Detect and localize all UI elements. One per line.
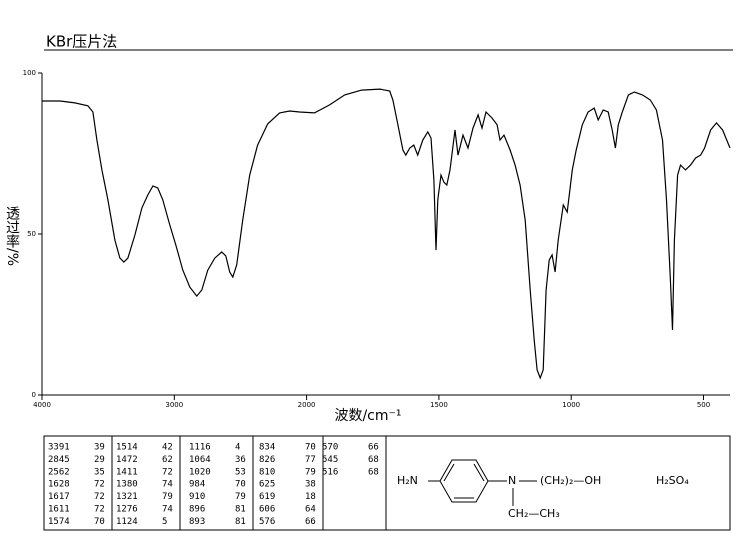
peak-transmittance: 4 <box>235 443 240 453</box>
peak-wavenumber: 893 <box>189 517 205 527</box>
peak-wavenumber: 834 <box>259 443 275 453</box>
double-bond <box>443 463 455 482</box>
x-tick-label: 3000 <box>165 401 183 409</box>
peak-transmittance: 36 <box>235 455 246 465</box>
double-bond <box>473 463 485 482</box>
x-axis-label: 波数/cm⁻¹ <box>334 408 401 424</box>
peak-transmittance: 42 <box>162 443 173 453</box>
peak-transmittance: 66 <box>368 443 379 453</box>
peak-wavenumber: 2845 <box>48 455 70 465</box>
peak-transmittance: 70 <box>94 517 105 527</box>
peak-wavenumber: 910 <box>189 492 205 502</box>
peak-wavenumber: 619 <box>259 492 275 502</box>
peak-transmittance: 68 <box>368 467 379 477</box>
peak-wavenumber: 576 <box>259 517 275 527</box>
peak-transmittance: 38 <box>305 480 316 490</box>
peak-wavenumber: 1276 <box>116 505 138 515</box>
peak-wavenumber: 1574 <box>48 517 70 527</box>
peak-wavenumber: 1411 <box>116 467 138 477</box>
peak-wavenumber: 545 <box>322 455 338 465</box>
amine-group: H₂N <box>397 474 418 487</box>
peak-wavenumber: 1064 <box>189 455 211 465</box>
x-tick-label: 500 <box>697 401 710 409</box>
y-tick-label: 100 <box>23 69 36 77</box>
peak-transmittance: 18 <box>305 492 316 502</box>
nitrogen: N <box>508 474 516 487</box>
peak-wavenumber: 570 <box>322 443 338 453</box>
peak-transmittance: 74 <box>162 480 173 490</box>
peak-transmittance: 53 <box>235 467 246 477</box>
peak-wavenumber: 1380 <box>116 480 138 490</box>
peak-transmittance: 5 <box>162 517 167 527</box>
peak-wavenumber: 1472 <box>116 455 138 465</box>
peak-transmittance: 72 <box>162 467 173 477</box>
peak-transmittance: 77 <box>305 455 316 465</box>
peak-wavenumber: 1514 <box>116 443 138 453</box>
peak-transmittance: 74 <box>162 505 173 515</box>
peak-wavenumber: 1628 <box>48 480 70 490</box>
y-tick-label: 0 <box>32 391 36 399</box>
peak-wavenumber: 1124 <box>116 517 138 527</box>
peak-wavenumber: 3391 <box>48 443 70 453</box>
ethyl: CH₂—CH₃ <box>508 507 560 520</box>
structure-drawing <box>428 459 537 506</box>
peak-wavenumber: 984 <box>189 480 205 490</box>
peak-table-frame <box>43 435 731 531</box>
peak-wavenumber: 1321 <box>116 492 138 502</box>
peak-transmittance: 79 <box>305 467 316 477</box>
chain: (CH₂)₂—OH <box>540 474 601 487</box>
peak-wavenumber: 896 <box>189 505 205 515</box>
spectrum-line <box>42 88 731 380</box>
peak-transmittance: 79 <box>162 492 173 502</box>
peak-transmittance: 70 <box>305 443 316 453</box>
peak-wavenumber: 606 <box>259 505 275 515</box>
peak-wavenumber: 1617 <box>48 492 70 502</box>
peak-transmittance: 62 <box>162 455 173 465</box>
peak-transmittance: 66 <box>305 517 316 527</box>
peak-transmittance: 72 <box>94 505 105 515</box>
y-axis-label: 透过率/% <box>4 206 20 266</box>
peak-transmittance: 64 <box>305 505 316 515</box>
peak-wavenumber: 826 <box>259 455 275 465</box>
peak-wavenumber: 1020 <box>189 467 211 477</box>
peak-wavenumber: 810 <box>259 467 275 477</box>
y-tick-label: 50 <box>27 230 36 238</box>
salt: H₂SO₄ <box>656 474 689 487</box>
peak-transmittance: 68 <box>368 455 379 465</box>
x-tick-label: 4000 <box>33 401 51 409</box>
peak-transmittance: 35 <box>94 467 105 477</box>
peak-transmittance: 39 <box>94 443 105 453</box>
peak-transmittance: 29 <box>94 455 105 465</box>
x-tick-label: 1000 <box>562 401 580 409</box>
peak-transmittance: 81 <box>235 505 246 515</box>
peak-transmittance: 70 <box>235 480 246 490</box>
x-tick-label: 2000 <box>298 401 316 409</box>
peak-wavenumber: 2562 <box>48 467 70 477</box>
peak-wavenumber: 625 <box>259 480 275 490</box>
peak-transmittance: 81 <box>235 517 246 527</box>
peak-wavenumber: 1116 <box>189 443 211 453</box>
chart-title: KBr压片法 <box>46 33 117 51</box>
peak-wavenumber: 1611 <box>48 505 70 515</box>
peak-wavenumber: 516 <box>322 467 338 477</box>
benzene-ring <box>439 459 489 503</box>
x-tick-label: 1500 <box>430 401 448 409</box>
peak-transmittance: 72 <box>94 480 105 490</box>
peak-transmittance: 72 <box>94 492 105 502</box>
peak-transmittance: 79 <box>235 492 246 502</box>
